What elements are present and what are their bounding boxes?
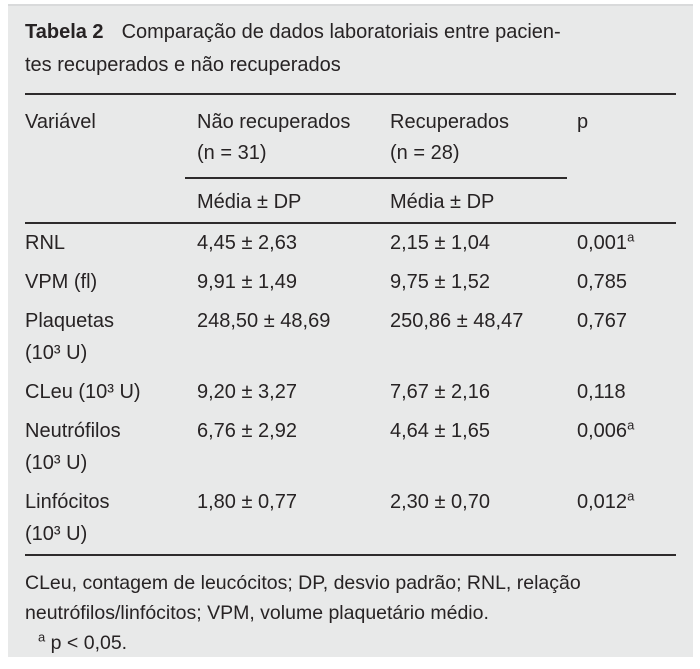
table-row: Plaquetas (10³ U) 248,50 ± 48,69 250,86 … <box>25 302 676 373</box>
cell-p-value: 0,767 <box>577 310 628 332</box>
cell-variable: VPM (fl) <box>25 271 98 293</box>
subheader-empty <box>577 179 676 222</box>
table-row: Linfócitos (10³ U) 1,80 ± 0,77 2,30 ± 0,… <box>25 483 676 554</box>
cell-not-recovered: 4,45 ± 2,63 <box>197 232 297 254</box>
table-row: RNL 4,45 ± 2,63 2,15 ± 1,04 0,001a <box>25 224 676 263</box>
column-header-not-recovered: Não recuperados (n = 31) <box>197 111 351 164</box>
cell-variable: Linfócitos (10³ U) <box>25 491 110 545</box>
column-header-recovered: Recuperados (n = 28) <box>390 111 509 164</box>
subheader-divider-row <box>25 177 676 179</box>
cell-p-value: 0,012a <box>577 488 635 513</box>
cell-not-recovered: 9,20 ± 3,27 <box>197 381 297 403</box>
cell-variable: RNL <box>25 232 66 254</box>
data-table: Variável Não recuperados (n = 31) Recupe… <box>25 95 676 554</box>
column-header-p: p <box>577 111 589 133</box>
footnote-significance: a p < 0,05. <box>38 629 128 655</box>
cell-p-value: 0,006a <box>577 417 635 442</box>
table-header-row: Variável Não recuperados (n = 31) Recupe… <box>25 95 676 177</box>
cell-not-recovered: 248,50 ± 48,69 <box>197 310 331 332</box>
table-caption: Tabela 2 Comparação de dados laboratoriai… <box>25 16 676 82</box>
significance-marker: a <box>627 488 635 504</box>
cell-recovered: 7,67 ± 2,16 <box>390 381 490 403</box>
cell-recovered: 2,30 ± 0,70 <box>390 491 490 513</box>
cell-recovered: 250,86 ± 48,47 <box>390 310 524 332</box>
cell-not-recovered: 6,76 ± 2,92 <box>197 420 297 442</box>
significance-marker: a <box>627 229 635 245</box>
cell-p-value: 0,118 <box>577 381 626 403</box>
subheader-divider <box>185 177 567 179</box>
cell-not-recovered: 9,91 ± 1,49 <box>197 271 297 293</box>
cell-variable: Plaquetas (10³ U) <box>25 310 114 364</box>
footnote-abbreviations: CLeu, contagem de leucócitos; DP, desvio… <box>25 572 581 624</box>
cell-p-value: 0,001a <box>577 229 635 254</box>
table-caption-text: Comparação de dados laboratoriais entre … <box>25 21 561 76</box>
table-row: Neutrófilos (10³ U) 6,76 ± 2,92 4,64 ± 1… <box>25 412 676 483</box>
table-row: CLeu (10³ U) 9,20 ± 3,27 7,67 ± 2,16 0,1… <box>25 373 676 412</box>
cell-variable: Neutrófilos (10³ U) <box>25 420 121 474</box>
subheader-empty <box>25 179 197 222</box>
cell-recovered: 9,75 ± 1,52 <box>390 271 490 293</box>
table-row: VPM (fl) 9,91 ± 1,49 9,75 ± 1,52 0,785 <box>25 263 676 302</box>
table-subheader-row: Média ± DP Média ± DP <box>25 179 676 222</box>
significance-marker: a <box>627 417 635 433</box>
header-body-divider <box>25 222 676 224</box>
cell-not-recovered: 1,80 ± 0,77 <box>197 491 297 513</box>
subheader-mean-sd-1: Média ± DP <box>197 191 302 213</box>
cell-variable: CLeu (10³ U) <box>25 381 141 403</box>
significance-marker: a <box>38 629 46 645</box>
body-footnote-divider <box>25 554 676 556</box>
table-caption-label: Tabela 2 <box>25 21 104 43</box>
subheader-mean-sd-2: Média ± DP <box>390 191 495 213</box>
caption-divider <box>25 93 676 95</box>
column-header-variable: Variável <box>25 111 96 133</box>
cell-recovered: 2,15 ± 1,04 <box>390 232 490 254</box>
cell-p-value: 0,785 <box>577 271 628 293</box>
cell-recovered: 4,64 ± 1,65 <box>390 420 490 442</box>
table-panel: Tabela 2 Comparação de dados laboratoriai… <box>8 4 693 657</box>
